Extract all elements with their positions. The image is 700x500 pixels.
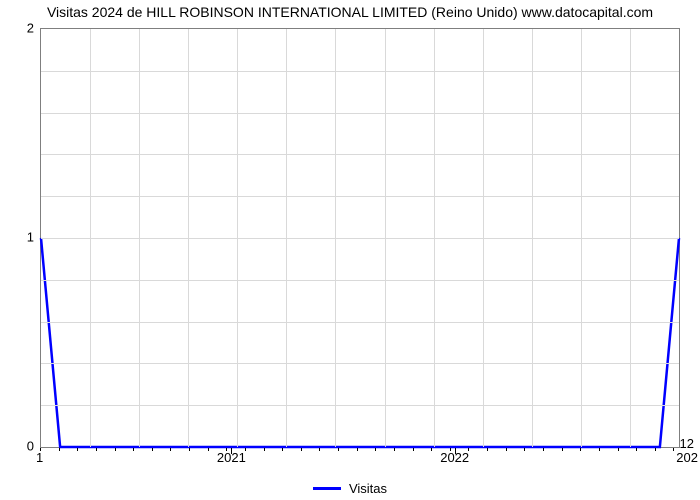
x-tick-minor bbox=[357, 448, 358, 451]
x-tick-minor bbox=[506, 448, 507, 451]
x-tick-minor bbox=[487, 448, 488, 451]
x-axis-left-label: 1 bbox=[36, 450, 43, 465]
x-tick-minor bbox=[282, 448, 283, 451]
x-tick-minor bbox=[580, 448, 581, 451]
gridline-v bbox=[581, 29, 582, 447]
gridline-h bbox=[41, 71, 679, 72]
x-tick-minor bbox=[413, 448, 414, 451]
x-tick-minor bbox=[245, 448, 246, 451]
legend-label-visitas: Visitas bbox=[349, 481, 387, 496]
series-visitas bbox=[41, 29, 681, 449]
x-tick-minor bbox=[394, 448, 395, 451]
x-tick-minor bbox=[96, 448, 97, 451]
x-tick-minor bbox=[599, 448, 600, 451]
gridline-v bbox=[483, 29, 484, 447]
gridline-v bbox=[237, 29, 238, 447]
gridline-v bbox=[434, 29, 435, 447]
y-tick-label: 2 bbox=[4, 21, 34, 36]
x-tick-minor bbox=[468, 448, 469, 451]
x-tick-minor bbox=[152, 448, 153, 451]
x-tick-major bbox=[231, 448, 232, 454]
plot-area bbox=[40, 28, 680, 448]
x-tick-minor bbox=[319, 448, 320, 451]
chart-title: Visitas 2024 de HILL ROBINSON INTERNATIO… bbox=[0, 4, 700, 20]
gridline-v bbox=[188, 29, 189, 447]
gridline-h bbox=[41, 196, 679, 197]
legend-swatch-visitas bbox=[313, 487, 341, 490]
x-tick-minor bbox=[264, 448, 265, 451]
x-tick-minor bbox=[301, 448, 302, 451]
x-tick-minor bbox=[543, 448, 544, 451]
gridline-v bbox=[286, 29, 287, 447]
gridline-v bbox=[335, 29, 336, 447]
x-tick-minor bbox=[77, 448, 78, 451]
x-tick-minor bbox=[59, 448, 60, 451]
x-tick-major bbox=[455, 448, 456, 454]
gridline-h bbox=[41, 322, 679, 323]
x-tick-minor bbox=[338, 448, 339, 451]
gridline-h bbox=[41, 154, 679, 155]
legend: Visitas bbox=[0, 481, 700, 496]
x-tick-minor bbox=[170, 448, 171, 451]
gridline-v bbox=[139, 29, 140, 447]
gridline-h bbox=[41, 238, 679, 239]
x-tick-minor bbox=[673, 448, 674, 451]
x-tick-minor bbox=[450, 448, 451, 451]
y-tick-label: 1 bbox=[4, 230, 34, 245]
gridline-v bbox=[630, 29, 631, 447]
x-tick-minor bbox=[115, 448, 116, 451]
x-tick-minor bbox=[618, 448, 619, 451]
x-tick-minor bbox=[524, 448, 525, 451]
x-tick-minor bbox=[562, 448, 563, 451]
gridline-v bbox=[532, 29, 533, 447]
x-tick-minor bbox=[636, 448, 637, 451]
x-tick-minor bbox=[208, 448, 209, 451]
gridline-h bbox=[41, 363, 679, 364]
gridline-h bbox=[41, 113, 679, 114]
x-tick-minor bbox=[431, 448, 432, 451]
gridline-v bbox=[385, 29, 386, 447]
x-tick-minor bbox=[375, 448, 376, 451]
y-tick-label: 0 bbox=[4, 439, 34, 454]
gridline-h bbox=[41, 280, 679, 281]
gridline-v bbox=[90, 29, 91, 447]
x-tick-minor bbox=[189, 448, 190, 451]
x-tick-minor bbox=[226, 448, 227, 451]
x-tick-minor bbox=[133, 448, 134, 451]
chart-root: { "chart": { "type": "line", "title": "V… bbox=[0, 0, 700, 500]
x-axis-right-label-12: 12 bbox=[680, 436, 694, 451]
x-tick-minor bbox=[655, 448, 656, 451]
x-axis-right-label-202: 202 bbox=[676, 450, 698, 465]
gridline-h bbox=[41, 405, 679, 406]
